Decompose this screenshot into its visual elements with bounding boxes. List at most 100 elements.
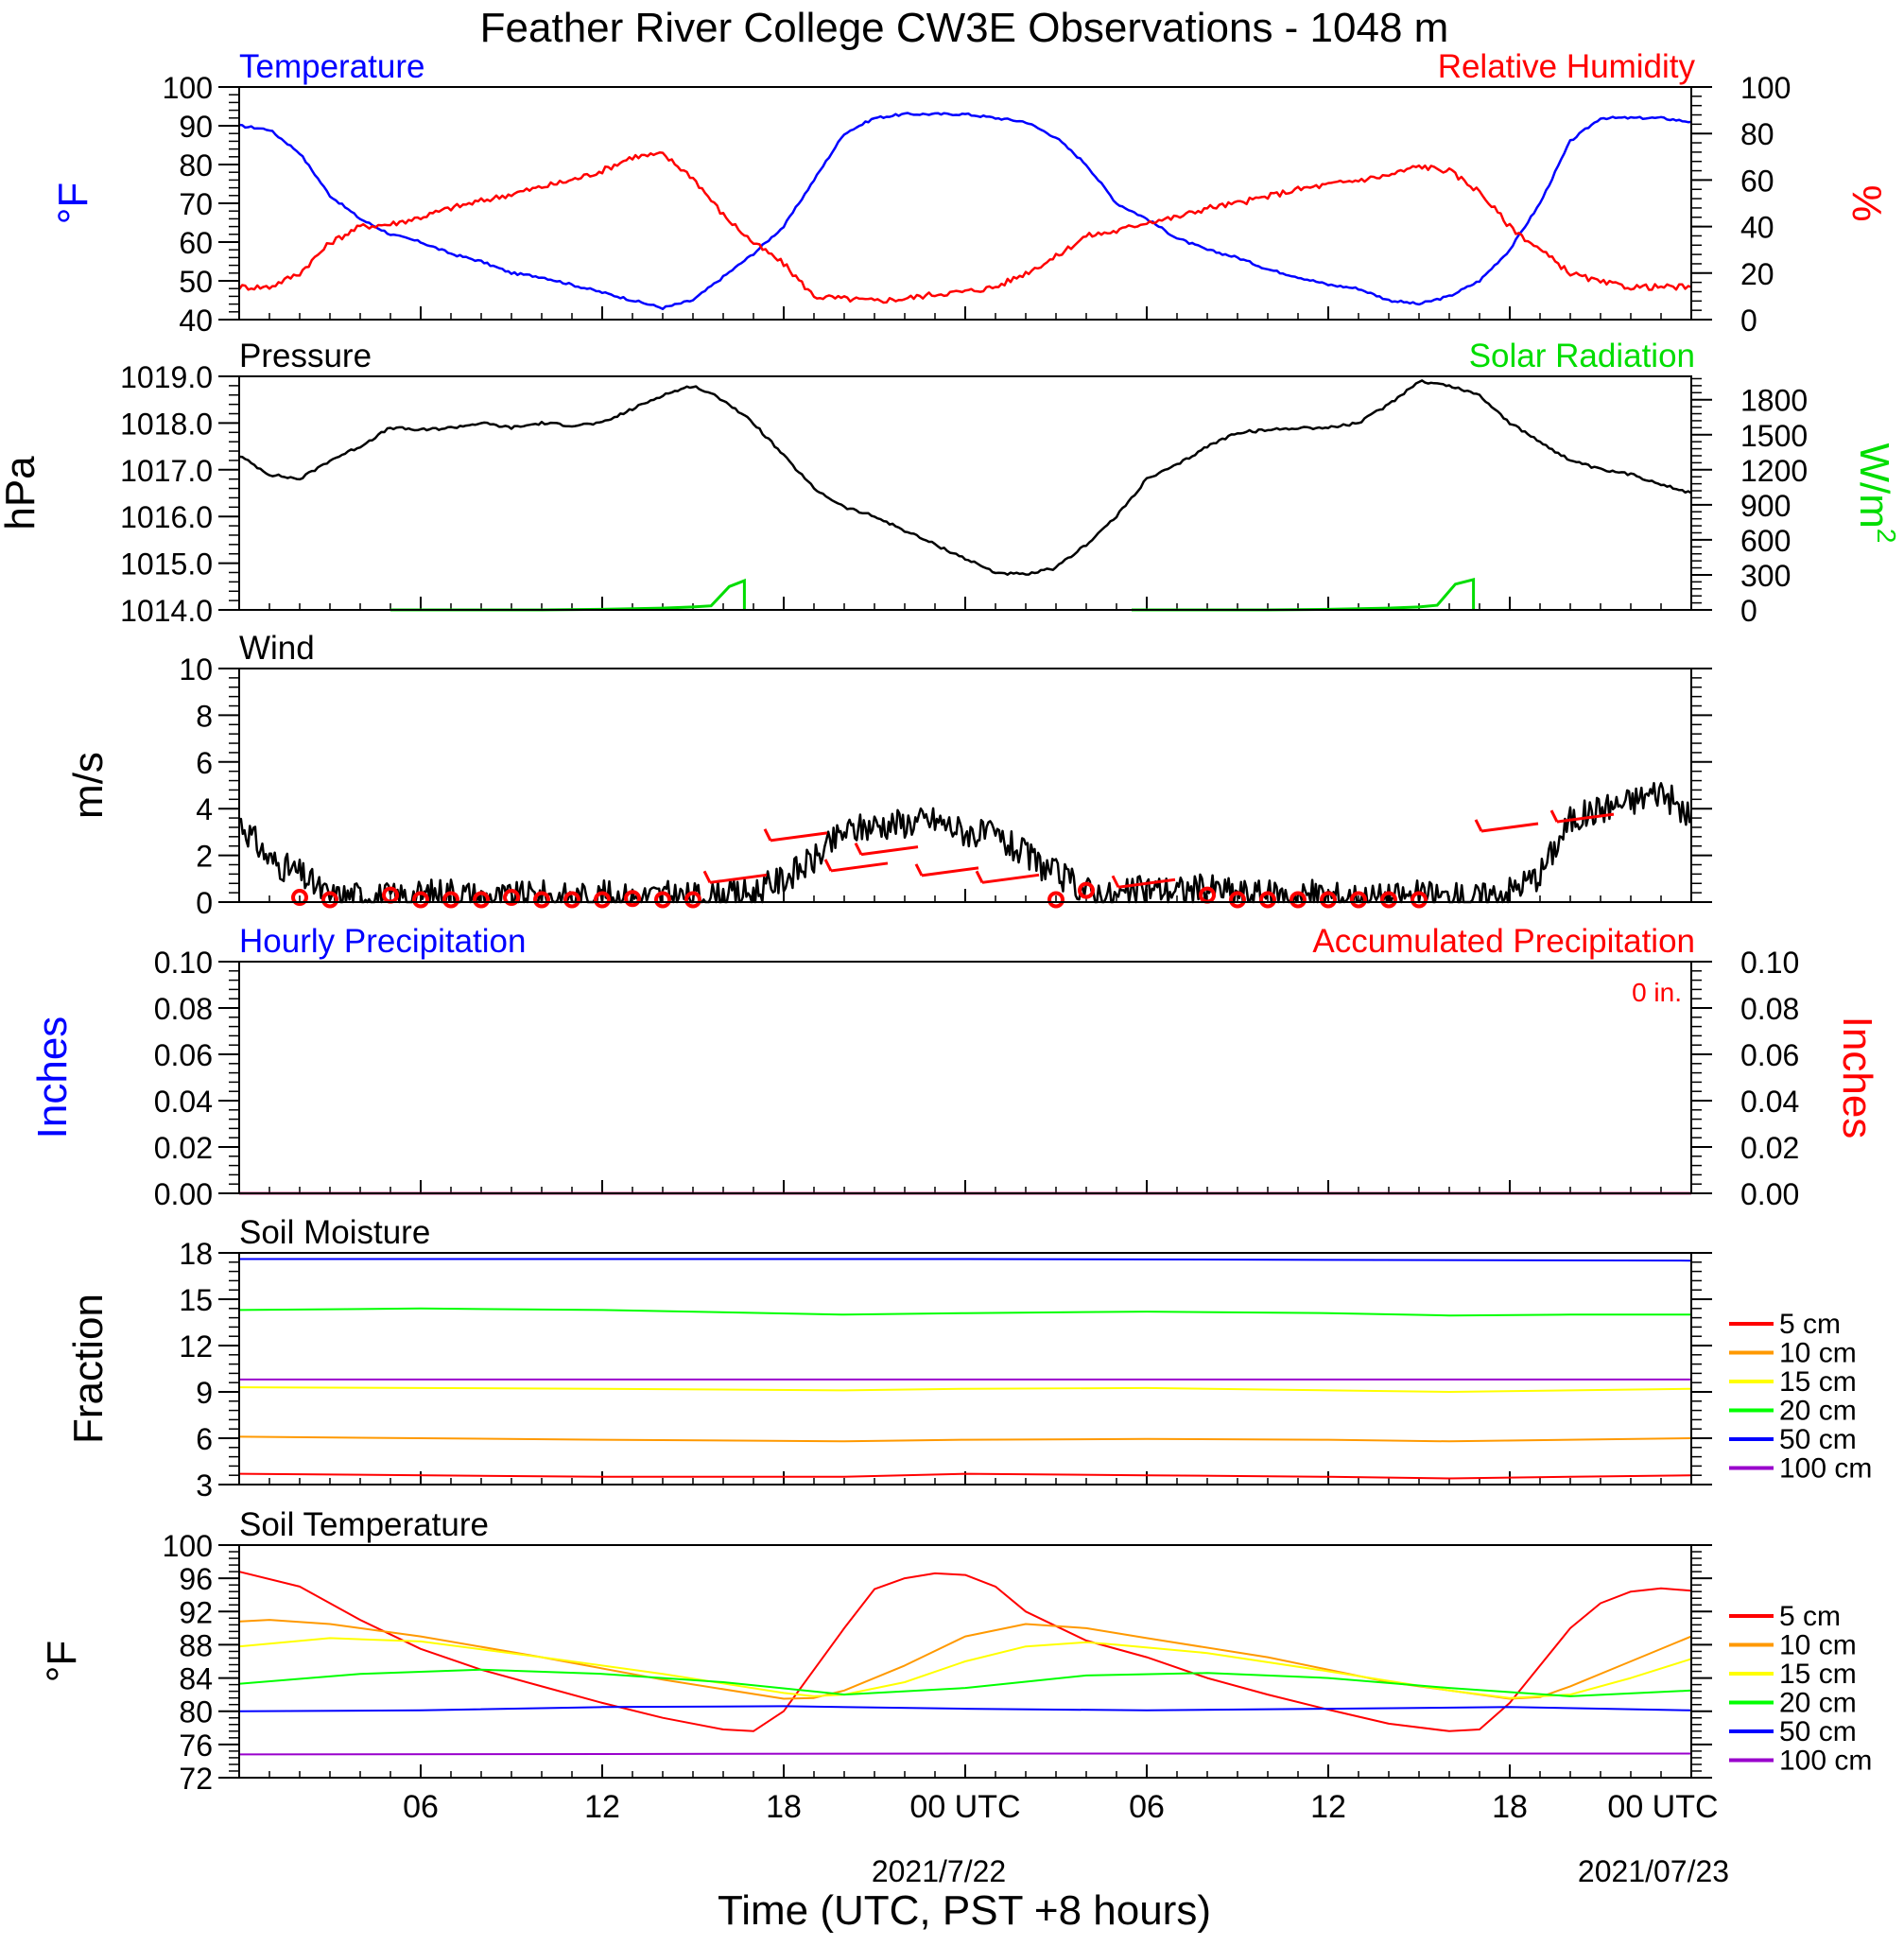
series-line-15-cm [238,1386,1692,1393]
legend-label: 50 cm [1779,1424,1857,1455]
date-label-1: 2021/7/22 [872,1854,1006,1888]
wind-barb-flag [914,863,924,877]
y2-tick-label: 900 [1740,489,1791,523]
legend-label: 100 cm [1779,1746,1872,1777]
y-tick-label: 4 [196,792,213,826]
wind-barb-flag [1111,875,1120,888]
y-tick-label: 0.00 [154,1177,213,1211]
accumulated-total: 0 in. [1632,978,1682,1007]
y-axis-label: °F [39,1641,85,1682]
calm-wind-marker [1047,891,1065,909]
legend-label: 5 cm [1779,1309,1841,1340]
wind-barb [860,845,919,857]
y-tick-label: 92 [179,1595,213,1629]
plot-frame [238,86,1692,321]
y-tick-label: 76 [179,1729,213,1763]
y-tick-label: 18 [179,1237,213,1271]
plot-frame [238,961,1692,1194]
y2-tick-label: 0.08 [1740,992,1799,1026]
wind-barb-flag [702,870,712,883]
y-tick-label: 96 [179,1562,213,1596]
calm-wind-marker [594,891,611,909]
x-tick-label: 00 UTC [1607,1789,1718,1825]
wind-barb [1117,877,1176,889]
wind-barb-flag [1549,809,1559,823]
y-tick-label: 1016.0 [120,500,213,534]
series-line-20-cm [238,1668,1692,1697]
calm-wind-marker [442,891,459,909]
chart-title: Feather River College CW3E Observations … [480,5,1449,51]
y-tick-label: 72 [179,1762,213,1796]
y-tick-label: 10 [179,652,213,686]
calm-wind-marker [473,891,490,909]
series-line-15-cm [238,1637,1692,1699]
panel-title-left: Pressure [239,338,372,374]
panel-3: 0 2 4 6 8 10 Wind m/s [65,630,1712,920]
y-tick-label: 0.06 [154,1038,213,1072]
x-tick-label: 00 UTC [909,1789,1020,1825]
y-tick-label: 15 [179,1283,213,1317]
panel-title-left: Temperature [239,48,424,85]
y-tick-label: 1019.0 [120,360,213,394]
y-tick-label: 80 [179,148,213,182]
calm-wind-marker [321,891,338,909]
y-tick-label: 0.10 [154,946,213,980]
y-tick-label: 90 [179,110,213,144]
y-tick-label: 88 [179,1628,213,1662]
y-tick-label: 2 [196,840,213,874]
wind-barb-flag [763,828,772,842]
wind-barb [921,866,979,877]
series-line-pressure [238,379,1692,576]
y-tick-label: 1015.0 [120,547,213,582]
wind-barb [1480,822,1539,833]
calm-wind-marker [1320,891,1337,909]
legend-label: 100 cm [1779,1453,1872,1485]
y-tick-label: 40 [179,304,213,338]
y2-tick-label: 600 [1740,524,1791,558]
legend-label: 20 cm [1779,1688,1857,1719]
y-axis-label: Inches [29,1016,76,1139]
y-tick-label: 8 [196,699,213,733]
y-tick-label: 1014.0 [120,594,213,628]
legend-label: 15 cm [1779,1659,1857,1690]
calm-wind-marker [412,891,429,909]
wind-barb [770,831,828,843]
calm-wind-marker [624,890,641,908]
y-tick-label: 9 [196,1376,213,1410]
y-tick-label: 70 [179,187,213,221]
calm-wind-marker [654,891,671,909]
y-tick-label: 60 [179,226,213,260]
y2-axis-label: % [1843,184,1890,221]
y-tick-label: 6 [196,1422,213,1456]
wind-barb [709,873,768,884]
y2-tick-label: 0 [1740,304,1757,338]
calm-wind-marker [533,891,550,909]
y2-tick-label: 0.10 [1740,946,1799,980]
y2-tick-label: 1800 [1740,384,1808,418]
calm-wind-marker [1259,891,1276,909]
series-line-50-cm [239,1258,1692,1262]
y-tick-label: 0.04 [154,1085,213,1119]
y-tick-label: 0.02 [154,1131,213,1165]
legend-label: 5 cm [1779,1601,1841,1632]
calm-wind-marker [563,891,580,909]
plot-frame [238,1252,1692,1486]
panel-2: 1014.0 1015.0 1016.0 1017.0 1018.0 1019.0 0300… [0,338,1901,628]
series-line-wind-speed [237,781,1692,904]
y-tick-label: 12 [179,1329,213,1364]
y-tick-label: 0.08 [154,992,213,1026]
plot-frame [238,375,1692,611]
y2-tick-label: 60 [1740,164,1774,198]
x-tick-label: 06 [403,1789,439,1825]
y-axis-label: °F [50,182,96,224]
series-line-10-cm [238,1435,1692,1443]
x-tick-label: 12 [584,1789,620,1825]
x-tick-label: 06 [1129,1789,1165,1825]
x-axis-label: Time (UTC, PST +8 hours) [718,1887,1211,1934]
panel-title-left: Soil Moisture [239,1214,430,1251]
y2-tick-label: 100 [1740,71,1791,105]
y2-tick-label: 0.04 [1740,1085,1799,1119]
wind-barb [830,861,889,873]
